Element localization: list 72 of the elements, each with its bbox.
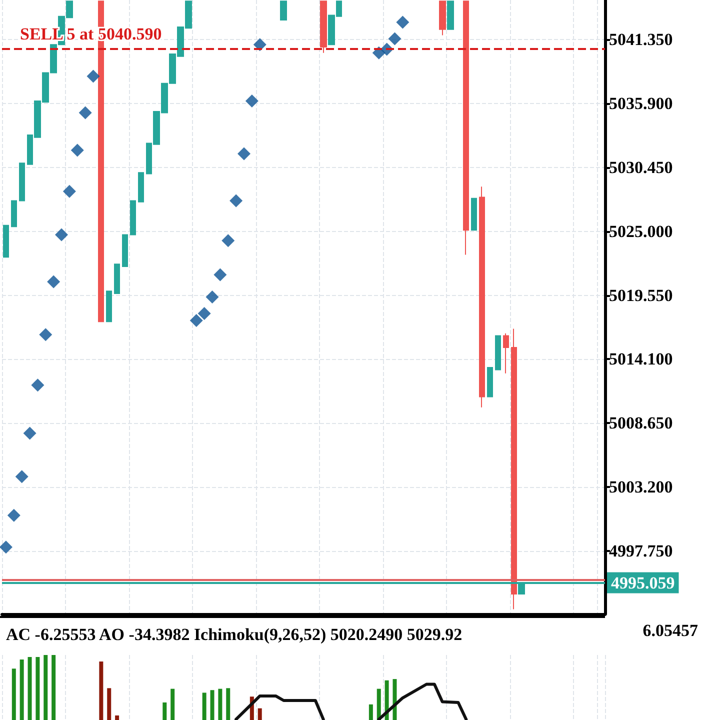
point: [62, 184, 76, 198]
candlestick: [439, 0, 446, 36]
candlestick: [463, 0, 469, 256]
bar: [52, 655, 56, 720]
point: [245, 94, 258, 108]
y-tick-label: 5003.200: [609, 478, 673, 497]
y-tick-label: 5014.100: [609, 350, 673, 369]
point: [388, 32, 402, 46]
point: [198, 306, 211, 320]
candlestick: [130, 200, 136, 236]
point: [86, 70, 100, 83]
bar: [258, 708, 262, 720]
bar: [28, 656, 32, 720]
bar: [368, 704, 373, 720]
point: [70, 144, 84, 157]
point: [190, 314, 203, 327]
point: [237, 147, 250, 160]
y-tick-label: 5030.450: [609, 158, 673, 177]
point: [23, 426, 36, 440]
candlestick: [487, 366, 493, 398]
bar: [218, 688, 222, 720]
candlestick: [447, 0, 454, 30]
bar: [376, 688, 381, 720]
y-tick-label: 5008.650: [609, 414, 673, 433]
bar: [210, 690, 214, 720]
y-tick-label: 4997.750: [609, 542, 673, 561]
point: [78, 106, 92, 120]
bar: [226, 688, 230, 720]
candlestick: [19, 162, 25, 202]
bar: [107, 688, 112, 720]
candlestick: [495, 335, 501, 370]
point: [230, 194, 243, 208]
candlestick: [138, 172, 144, 202]
candlestick: [280, 0, 287, 20]
candlestick: [503, 332, 509, 374]
point: [214, 268, 227, 282]
point: [222, 234, 235, 248]
bar: [12, 668, 16, 720]
y-tick-label: 5019.550: [609, 286, 673, 305]
bar: [162, 702, 167, 720]
text: 6.05457: [642, 621, 698, 640]
point: [15, 470, 28, 484]
point: [253, 38, 266, 52]
candlestick: [471, 198, 477, 231]
candlestick: [114, 264, 120, 294]
bar: [170, 688, 175, 720]
chart-title: AC -6.25553 AO -34.3982 Ichimoku(9,26,52) 5020.2490 5029.92: [6, 625, 462, 644]
point: [55, 228, 68, 242]
candlestick: [3, 224, 9, 258]
bar: [115, 715, 120, 720]
candlestick: [106, 290, 112, 322]
candlestick: [11, 200, 17, 228]
y-tick-label: 5041.350: [609, 30, 673, 49]
candlestick: [320, 0, 327, 54]
bar: [99, 662, 104, 720]
candlestick: [479, 186, 485, 408]
candlestick: [511, 328, 517, 610]
point: [0, 540, 12, 554]
bar: [202, 692, 206, 720]
point: [396, 16, 410, 29]
y-tick-label: 5035.900: [609, 94, 673, 113]
bar: [44, 655, 48, 720]
bar: [20, 660, 24, 720]
y-tick-label: 5025.000: [609, 222, 673, 241]
point: [47, 275, 60, 288]
candlestick: [122, 234, 128, 267]
point: [7, 508, 20, 522]
point: [39, 328, 52, 342]
point: [31, 378, 44, 392]
bar: [36, 656, 40, 720]
ref-line-label: 4995.059: [611, 573, 675, 592]
point: [206, 290, 219, 304]
